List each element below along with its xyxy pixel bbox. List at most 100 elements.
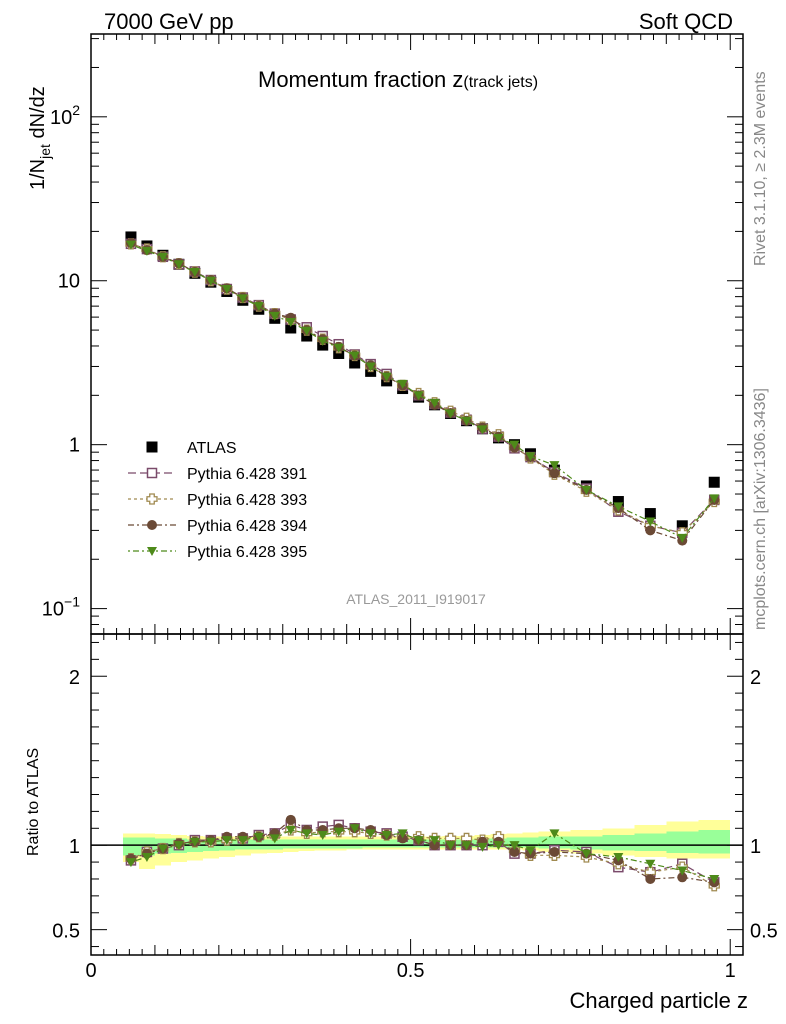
data-point-pythia-6-428-395: [333, 343, 344, 353]
ratio-y-tick-label: 2: [69, 667, 80, 689]
ratio-band-inner: [346, 839, 363, 849]
data-point-atlas: [285, 322, 297, 334]
data-point-pythia-6-428-395: [461, 416, 472, 426]
ratio-y-axis-label: Ratio to ATLAS: [25, 748, 42, 856]
ratio-band-inner: [522, 837, 539, 848]
ratio-y-tick-label-right: 0.5: [750, 921, 778, 943]
data-point-pythia-6-428-395: [581, 849, 592, 859]
data-point-pythia-6-428-395: [613, 502, 624, 512]
ratio-plot-frame: [90, 633, 744, 956]
data-point-pythia-6-428-394: [645, 873, 656, 884]
series-line-pythia-6-428-393: [130, 243, 715, 534]
series-line-pythia-6-428-395: [130, 244, 715, 539]
ratio-y-tick-label-right: 2: [750, 667, 761, 689]
data-point-pythia-6-428-395: [429, 398, 440, 408]
data-point-pythia-6-428-395: [253, 302, 264, 312]
legend-marker-pythia-6-428-394: [147, 520, 157, 530]
ratio-band-inner: [122, 837, 139, 856]
x-axis-label: Charged particle z: [569, 988, 748, 1013]
y-tick-label: 1: [69, 435, 80, 457]
data-point-pythia-6-428-394: [549, 468, 560, 479]
data-point-pythia-6-428-395: [141, 246, 152, 256]
ratio-band-inner: [282, 839, 299, 849]
data-point-pythia-6-428-395: [509, 841, 520, 851]
data-point-pythia-6-428-394: [549, 846, 560, 857]
ratio-band-inner: [362, 839, 379, 848]
ratio-band-inner: [266, 839, 283, 850]
data-point-pythia-6-428-395: [429, 836, 440, 846]
ratio-y-tick-label: 1: [69, 836, 80, 858]
data-point-pythia-6-428-395: [205, 837, 216, 847]
x-tick-label: 1: [725, 960, 736, 982]
data-point-pythia-6-428-395: [509, 440, 520, 450]
y-tick-label: 10−1: [42, 594, 80, 621]
data-point-pythia-6-428-395: [269, 834, 280, 844]
data-point-pythia-6-428-395: [549, 829, 560, 839]
data-point-pythia-6-428-395: [525, 452, 536, 462]
legend-marker-pythia-6-428-391: [146, 467, 158, 479]
data-point-atlas: [333, 347, 345, 359]
data-point-pythia-6-428-395: [285, 318, 296, 328]
data-point-pythia-6-428-395: [301, 326, 312, 336]
data-point-pythia-6-428-395: [157, 252, 168, 262]
data-point-pythia-6-428-395: [413, 836, 424, 846]
data-point-pythia-6-428-395: [525, 846, 536, 856]
data-point-pythia-6-428-395: [173, 260, 184, 270]
data-point-pythia-6-428-395: [397, 829, 408, 839]
main-y-axis-label: 1/Njet dN/dz: [27, 86, 53, 190]
data-point-pythia-6-428-395: [477, 842, 488, 852]
data-point-pythia-6-428-395: [125, 858, 136, 868]
data-point-pythia-6-428-395: [645, 859, 656, 869]
ratio-band-inner: [666, 831, 699, 853]
data-point-pythia-6-428-395: [493, 433, 504, 443]
rivet-version-label: Rivet 3.1.10, ≥ 2.3M events: [752, 71, 769, 266]
data-point-pythia-6-428-395: [645, 517, 656, 527]
legend-label-atlas: ATLAS: [187, 440, 237, 457]
data-point-atlas: [349, 357, 361, 369]
data-point-pythia-6-428-395: [349, 824, 360, 834]
data-point-pythia-6-428-395: [253, 832, 264, 842]
data-point-pythia-6-428-395: [381, 831, 392, 841]
data-point-pythia-6-428-395: [581, 485, 592, 495]
data-point-pythia-6-428-395: [317, 831, 328, 841]
data-point-pythia-6-428-395: [221, 285, 232, 295]
x-tick-label: 0.5: [397, 960, 425, 982]
data-point-pythia-6-428-395: [477, 425, 488, 435]
ratio-band-inner: [394, 839, 411, 848]
ratio-band-inner: [602, 835, 635, 851]
ratio-y-tick-label: 0.5: [52, 921, 80, 943]
legend-marker-pythia-6-428-395: [147, 547, 157, 556]
ratio-band-inner: [250, 839, 267, 850]
data-point-pythia-6-428-395: [205, 276, 216, 286]
legend-label-pythia-6-428-395: Pythia 6.428 395: [187, 544, 307, 561]
data-point-pythia-6-428-395: [237, 836, 248, 846]
ratio-band-inner: [698, 829, 731, 854]
data-point-pythia-6-428-395: [365, 362, 376, 372]
ratio-band-inner: [634, 833, 667, 852]
data-point-pythia-6-428-394: [677, 872, 688, 883]
legend-label-pythia-6-428-393: Pythia 6.428 393: [187, 492, 307, 509]
ratio-band-inner: [538, 836, 571, 849]
data-point-pythia-6-428-395: [677, 866, 688, 876]
data-point-pythia-6-428-395: [301, 829, 312, 839]
data-point-pythia-6-428-395: [677, 533, 688, 543]
data-point-pythia-6-428-395: [613, 853, 624, 863]
ratio-plot-panel: 0 0.5 10.5 0.51 12 2: [52, 633, 778, 982]
analysis-label: ATLAS_2011_I919017: [346, 591, 486, 607]
y-tick-label: 10: [58, 271, 80, 293]
data-point-pythia-6-428-395: [237, 294, 248, 304]
data-point-pythia-6-428-395: [397, 379, 408, 389]
main-plot-title: Momentum fraction z(track jets): [258, 67, 538, 92]
ratio-band-inner: [330, 839, 347, 849]
data-point-pythia-6-428-395: [493, 841, 504, 851]
data-point-pythia-6-428-395: [365, 829, 376, 839]
mcplots-label: mcplots.cern.ch [arXiv:1306.3436]: [752, 388, 769, 630]
data-point-atlas: [125, 231, 137, 243]
data-point-atlas: [612, 496, 624, 508]
data-point-pythia-6-428-394: [397, 833, 408, 844]
data-point-atlas: [676, 520, 688, 532]
legend-label-pythia-6-428-391: Pythia 6.428 391: [187, 466, 307, 483]
legend-marker-atlas: [146, 441, 158, 453]
data-point-pythia-6-428-395: [317, 336, 328, 346]
